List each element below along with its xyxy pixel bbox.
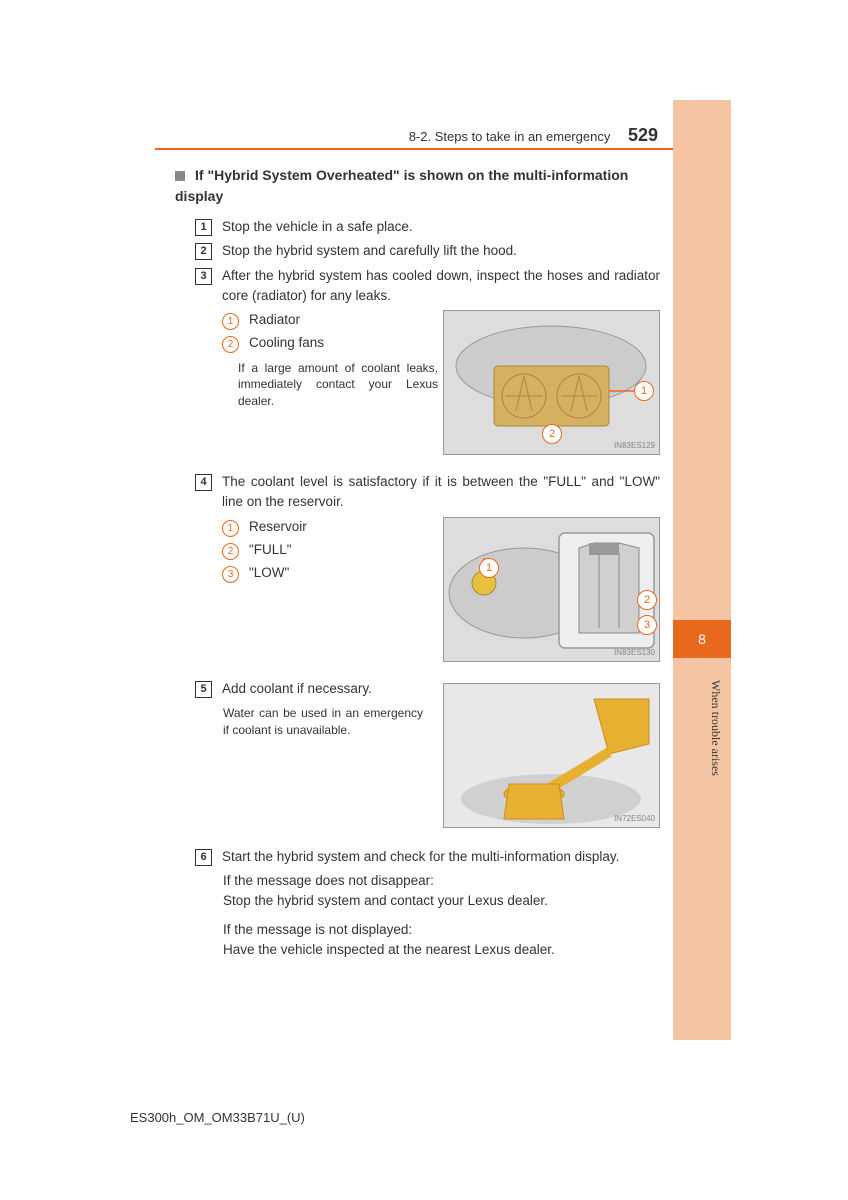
square-bullet-icon (175, 171, 185, 181)
page-number: 529 (628, 125, 658, 145)
section-breadcrumb: 8-2. Steps to take in an emergency (409, 129, 611, 144)
step-text: Add coolant if necessary. (222, 679, 452, 699)
image-code: IN83ES130 (614, 647, 655, 659)
step-text: After the hybrid system has cooled down,… (222, 266, 660, 307)
step-number-box: 1 (195, 219, 212, 236)
step-number-box: 2 (195, 243, 212, 260)
callout-3-icon: 3 (637, 615, 657, 635)
chapter-number: 8 (698, 631, 706, 647)
callout-1-icon: 1 (634, 381, 654, 401)
document-footer: ES300h_OM_OM33B71U_(U) (130, 1110, 305, 1125)
tab-background (673, 100, 731, 1040)
case-body: Have the vehicle inspected at the neares… (223, 940, 660, 960)
step-number-box: 3 (195, 268, 212, 285)
callout-2-icon: 2 (542, 424, 562, 444)
step-3-detail: 1 Radiator 2 Cooling fans If a large amo… (175, 310, 660, 460)
circled-number-icon: 2 (222, 336, 239, 353)
callout-2-icon: 2 (637, 590, 657, 610)
step-number-box: 5 (195, 681, 212, 698)
section-heading-text: If "Hybrid System Overheated" is shown o… (175, 167, 628, 204)
step-6-case-a: If the message does not disappear: Stop … (223, 871, 660, 912)
item-text: Reservoir (249, 517, 307, 537)
step-3: 3 After the hybrid system has cooled dow… (195, 266, 660, 307)
step-number-box: 4 (195, 474, 212, 491)
step-2: 2 Stop the hybrid system and carefully l… (195, 241, 660, 261)
image-code: IN83ES129 (614, 440, 655, 452)
step-text: Stop the vehicle in a safe place. (222, 217, 660, 237)
chapter-title-vertical: When trouble arises (708, 680, 723, 776)
engine-bay-diagram: 1 2 IN83ES129 (443, 310, 660, 455)
step-4: 4 The coolant level is satisfactory if i… (195, 472, 660, 513)
case-heading: If the message is not displayed: (223, 920, 660, 940)
reservoir-diagram: 1 2 3 IN83ES130 (443, 517, 660, 662)
page-header: 8-2. Steps to take in an emergency 529 (409, 125, 658, 146)
item-text: "LOW" (249, 563, 289, 583)
case-body: Stop the hybrid system and contact your … (223, 891, 660, 911)
coolant-pour-diagram: IN72ES040 (443, 683, 660, 828)
circled-number-icon: 2 (222, 543, 239, 560)
content-area: If "Hybrid System Overheated" is shown o… (175, 165, 660, 960)
section-heading: If "Hybrid System Overheated" is shown o… (175, 165, 660, 207)
item-text: Radiator (249, 310, 300, 330)
image-code: IN72ES040 (614, 813, 655, 825)
note-text: Water can be used in an emergency if coo… (223, 705, 423, 739)
callout-1-icon: 1 (479, 558, 499, 578)
note-text: If a large amount of coolant leaks, imme… (238, 360, 438, 410)
step-text: The coolant level is satisfactory if it … (222, 472, 660, 513)
step-text: Start the hybrid system and check for th… (222, 847, 660, 867)
step-4-detail: 1 Reservoir 2 "FULL" 3 "LOW" (175, 517, 660, 667)
circled-number-icon: 1 (222, 520, 239, 537)
header-rule (155, 148, 673, 150)
circled-number-icon: 1 (222, 313, 239, 330)
item-text: "FULL" (249, 540, 292, 560)
item-text: Cooling fans (249, 333, 324, 353)
step-6-case-b: If the message is not displayed: Have th… (223, 920, 660, 961)
case-heading: If the message does not disappear: (223, 871, 660, 891)
chapter-tab: 8 (673, 620, 731, 658)
step-number-box: 6 (195, 849, 212, 866)
step-1: 1 Stop the vehicle in a safe place. (195, 217, 660, 237)
step-6: 6 Start the hybrid system and check for … (195, 847, 660, 867)
circled-number-icon: 3 (222, 566, 239, 583)
step-5-detail: Water can be used in an emergency if coo… (175, 705, 660, 835)
step-text: Stop the hybrid system and carefully lif… (222, 241, 660, 261)
